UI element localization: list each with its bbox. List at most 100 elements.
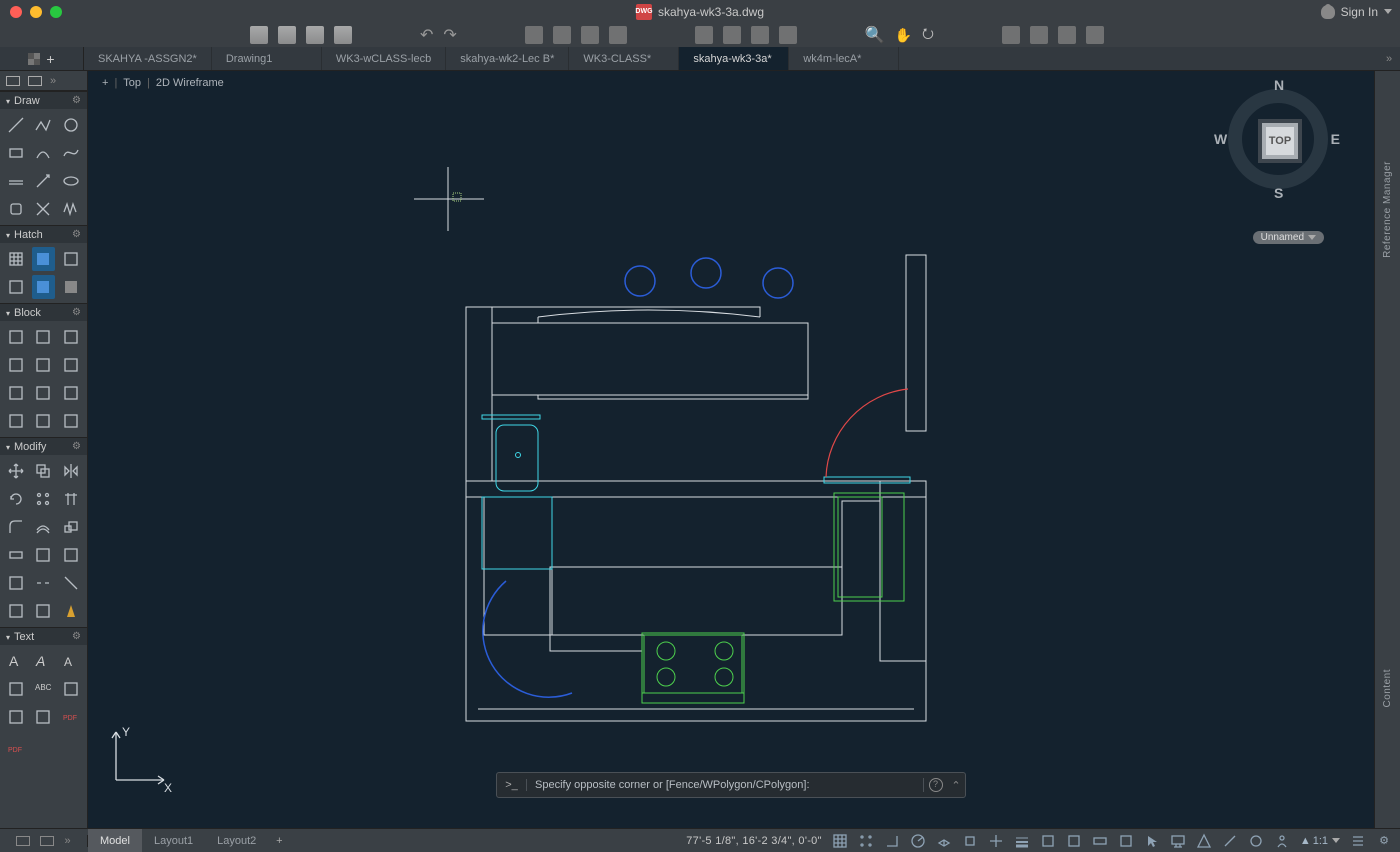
rectangle-tool[interactable] xyxy=(4,141,28,165)
status-left-2-icon[interactable] xyxy=(40,836,54,846)
create-block-tool[interactable] xyxy=(32,325,56,349)
cmd-help-icon[interactable]: ? xyxy=(923,778,947,792)
draw-panel-header[interactable]: ▾Draw⚙ xyxy=(0,91,87,109)
offset-tool[interactable] xyxy=(32,515,56,539)
command-line[interactable]: >_ Specify opposite corner or [Fence/WPo… xyxy=(496,772,966,798)
app-grid-icon[interactable] xyxy=(28,53,40,65)
print-icon[interactable] xyxy=(525,26,543,44)
define-attr-tool[interactable] xyxy=(4,353,28,377)
view-tag[interactable]: Unnamed xyxy=(1253,231,1324,244)
tabs-overflow-icon[interactable]: » xyxy=(1378,47,1400,70)
dynamic-input-icon[interactable] xyxy=(1092,833,1108,849)
pdf-import-tool[interactable]: PDF xyxy=(4,737,28,761)
block-2-tool[interactable] xyxy=(32,381,56,405)
gear-icon[interactable]: ⚙ xyxy=(72,307,81,318)
viewcube-w[interactable]: W xyxy=(1214,131,1227,147)
break-tool[interactable] xyxy=(32,571,56,595)
panel-stack-icon[interactable] xyxy=(28,76,42,86)
match-icon[interactable] xyxy=(779,26,797,44)
region-tool[interactable] xyxy=(4,275,28,299)
paste-icon[interactable] xyxy=(609,26,627,44)
explode-tool[interactable] xyxy=(32,543,56,567)
layer-state-icon[interactable] xyxy=(1030,26,1048,44)
hatch-tool[interactable] xyxy=(4,247,28,271)
block-1-tool[interactable] xyxy=(4,381,28,405)
gear-icon[interactable]: ⚙ xyxy=(72,631,81,642)
table-style-tool[interactable] xyxy=(32,705,56,729)
hardware-accel-icon[interactable] xyxy=(1248,833,1264,849)
orbit-icon[interactable]: ⭮ xyxy=(922,23,934,47)
block-panel-header[interactable]: ▾Block⚙ xyxy=(0,303,87,321)
modify-panel-header[interactable]: ▾Modify⚙ xyxy=(0,437,87,455)
hatch-edit-tool[interactable] xyxy=(32,275,56,299)
revision-tool[interactable] xyxy=(59,197,83,221)
mirror-tool[interactable] xyxy=(59,459,83,483)
document-tab[interactable]: SKAHYA -ASSGN2* xyxy=(84,47,212,70)
selection-cycling-icon[interactable] xyxy=(1066,833,1082,849)
trim-tool[interactable] xyxy=(59,487,83,511)
workspace-icon[interactable] xyxy=(1170,833,1186,849)
lineweight-icon[interactable] xyxy=(1014,833,1030,849)
isodraft-icon[interactable] xyxy=(936,833,952,849)
open-icon[interactable] xyxy=(278,26,296,44)
minimize-window-button[interactable] xyxy=(30,6,42,18)
document-tab[interactable]: wk4m-lecA* xyxy=(789,47,899,70)
arc-tool[interactable] xyxy=(32,141,56,165)
close-window-button[interactable] xyxy=(10,6,22,18)
fillet-tool[interactable] xyxy=(4,515,28,539)
ortho-toggle-icon[interactable] xyxy=(884,833,900,849)
viewcube[interactable]: TOP N S E W xyxy=(1218,79,1338,199)
gear-icon[interactable]: ⚙ xyxy=(72,441,81,452)
stretch-tool[interactable] xyxy=(4,543,28,567)
osnap-toggle-icon[interactable] xyxy=(962,833,978,849)
document-tab[interactable]: WK3-wCLASS-lecb xyxy=(322,47,446,70)
block-5-tool[interactable] xyxy=(32,409,56,433)
erase-tool[interactable] xyxy=(4,599,28,623)
transparency-icon[interactable] xyxy=(1040,833,1056,849)
cmd-caret-icon[interactable]: ⌃ xyxy=(947,779,965,792)
gear-icon[interactable]: ⚙ xyxy=(72,95,81,106)
wipeout-tool[interactable] xyxy=(59,275,83,299)
table-tool[interactable] xyxy=(4,705,28,729)
find-tool[interactable]: ABC xyxy=(32,677,56,701)
gear-icon[interactable]: ⚙ xyxy=(72,229,81,240)
annoscale-person-icon[interactable] xyxy=(1274,833,1290,849)
boundary-tool[interactable] xyxy=(59,247,83,271)
layer-prop-icon[interactable] xyxy=(1058,26,1076,44)
array-tool[interactable] xyxy=(32,487,56,511)
point-tool[interactable] xyxy=(32,197,56,221)
ellipse-tool[interactable] xyxy=(59,169,83,193)
polygon-tool[interactable] xyxy=(4,197,28,221)
rotate-tool[interactable] xyxy=(4,487,28,511)
mtext-tool[interactable]: A xyxy=(4,649,28,673)
document-tab[interactable]: Drawing1 xyxy=(212,47,322,70)
customization-icon[interactable] xyxy=(1350,833,1366,849)
status-left-1-icon[interactable] xyxy=(16,836,30,846)
panel-rect-icon[interactable] xyxy=(6,76,20,86)
hatch-panel-header[interactable]: ▾Hatch⚙ xyxy=(0,225,87,243)
status-left-expand-icon[interactable]: » xyxy=(64,835,70,847)
cursor-icon[interactable] xyxy=(1144,833,1160,849)
annotation-scale[interactable]: ▲1:1 xyxy=(1300,835,1340,847)
document-tab[interactable]: skahya-wk3-3a* xyxy=(679,47,789,70)
extra-tool[interactable] xyxy=(59,599,83,623)
layout-tab[interactable]: Layout2 xyxy=(205,829,268,852)
spell-tool[interactable] xyxy=(4,677,28,701)
text-panel-header[interactable]: ▾Text⚙ xyxy=(0,627,87,645)
otrack-icon[interactable] xyxy=(988,833,1004,849)
document-tab[interactable]: skahya-wk2-Lec B* xyxy=(446,47,569,70)
align-tool[interactable] xyxy=(59,571,83,595)
field-tool[interactable] xyxy=(59,677,83,701)
pdf-tool[interactable]: PDF xyxy=(59,705,83,729)
drawing-canvas[interactable]: + | Top | 2D Wireframe xyxy=(88,71,1374,828)
reference-manager-tab[interactable]: Reference Manager xyxy=(1382,161,1393,258)
manage-attr-tool[interactable] xyxy=(32,353,56,377)
join-tool[interactable] xyxy=(59,543,83,567)
chamfer-tool[interactable] xyxy=(4,571,28,595)
xline-tool[interactable] xyxy=(4,169,28,193)
viewcube-e[interactable]: E xyxy=(1331,131,1340,147)
copy-icon[interactable] xyxy=(581,26,599,44)
text-style-tool[interactable]: A xyxy=(59,649,83,673)
zoom-icon[interactable]: 🔍 xyxy=(865,25,885,45)
viewcube-n[interactable]: N xyxy=(1274,77,1284,93)
